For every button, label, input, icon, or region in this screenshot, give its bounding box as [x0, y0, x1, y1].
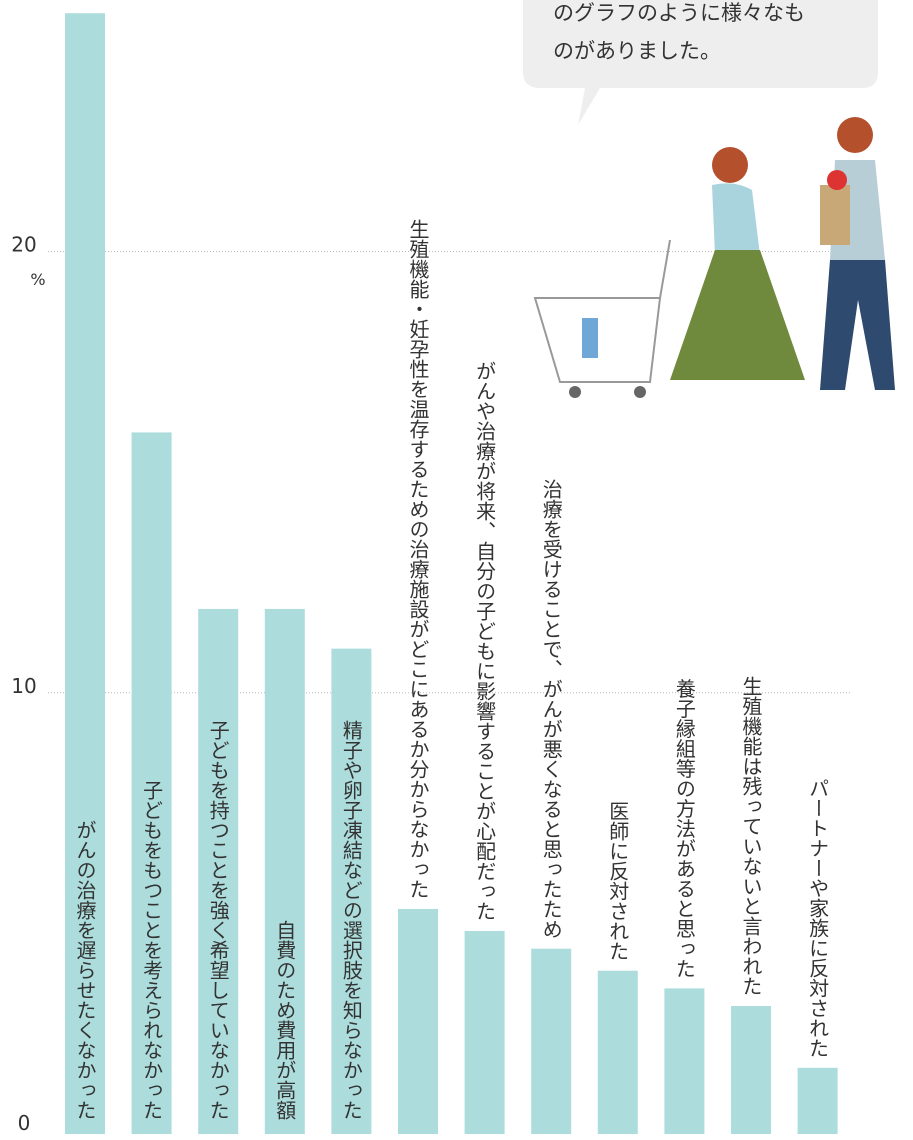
bar — [65, 13, 105, 1135]
category-label: 治療を受けることで、がんが悪くなると思ったため — [539, 478, 563, 938]
y-tick-label: 20 — [11, 233, 36, 257]
category-label: 養子縁組等の方法があると思った — [672, 678, 696, 978]
category-label: 医師に反対された — [606, 801, 630, 961]
bar — [464, 931, 505, 1134]
bar — [731, 1006, 771, 1134]
bar — [198, 608, 239, 1134]
category-label: 精子や卵子凍結などの選択肢を知らなかった — [339, 720, 363, 1120]
category-label: 子どもをもつことを考えられなかった — [140, 780, 164, 1120]
category-label: 子どもを持つことを強く希望していなかった — [206, 720, 230, 1120]
bar — [331, 648, 372, 1134]
category-label: 自費のため費用が高額 — [273, 920, 297, 1120]
y-unit: % — [30, 270, 45, 289]
bar — [531, 948, 572, 1134]
bar — [131, 432, 172, 1134]
bar — [398, 908, 438, 1134]
speech-bubble — [523, 0, 878, 125]
category-label: がんの治療を遅らせたくなかった — [73, 820, 97, 1120]
category-label: パートナーや家族に反対された — [806, 778, 830, 1058]
category-label: 生殖機能は残っていないと言われた — [739, 676, 763, 996]
bar — [797, 1067, 838, 1134]
annotation: のがありました。 — [553, 39, 721, 63]
category-label: 生殖機能・妊孕性を温存するための治療施設がどこにあるか分からなかった — [406, 219, 430, 899]
y-tick-label: 0 — [18, 1111, 31, 1135]
annotation: のグラフのように様々なも — [553, 1, 805, 25]
y-tick-label: 10 — [11, 674, 36, 698]
illustration — [533, 117, 895, 398]
bar — [597, 970, 638, 1134]
bar — [664, 988, 705, 1134]
category-label: がんや治療が将来、自分の子どもに影響することが心配だった — [473, 361, 497, 921]
bar — [264, 608, 305, 1134]
